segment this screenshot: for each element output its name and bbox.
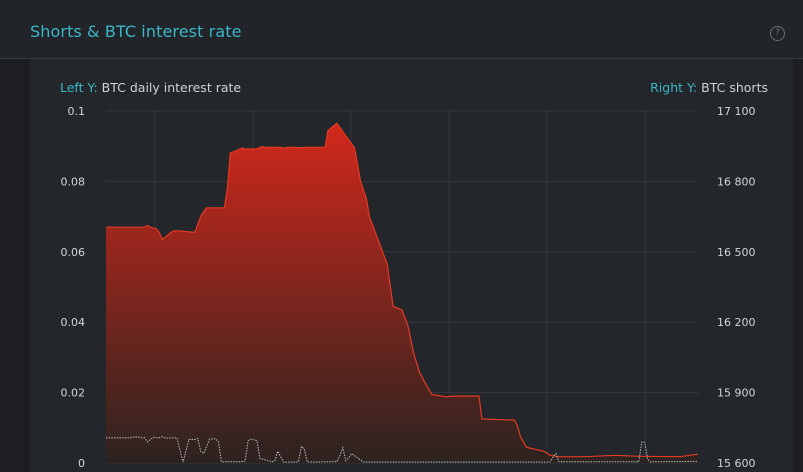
chart-title: Shorts & BTC interest rate: [30, 22, 242, 41]
left-tick-label: 0.1: [68, 105, 86, 118]
left-tick-label: 0: [78, 457, 85, 470]
left-axis-label: BTC daily interest rate: [101, 80, 242, 95]
right-axis-label: BTC shorts: [701, 80, 768, 95]
interest-rate-line: [106, 122, 699, 458]
left-tick-label: 0.06: [61, 246, 86, 259]
right-tick-label: 15 600: [717, 457, 756, 470]
left-tick-label: 0.08: [61, 175, 86, 188]
help-icon[interactable]: ?: [770, 26, 785, 41]
right-axis-caption: Right Y: BTC shorts: [650, 80, 768, 95]
right-tick-label: 16 500: [717, 246, 756, 259]
left-axis-caption: Left Y: BTC daily interest rate: [60, 80, 241, 95]
right-tick-label: 16 800: [717, 175, 756, 188]
right-tick-label: 16 200: [717, 316, 756, 329]
left-axis-key: Left Y:: [60, 80, 98, 95]
interest-rate-area: [106, 123, 698, 464]
right-axis-key: Right Y:: [650, 80, 698, 95]
left-tick-label: 0.02: [61, 387, 86, 400]
btc-shorts-line: [106, 436, 699, 463]
right-tick-label: 17 100: [717, 105, 756, 118]
left-tick-label: 0.04: [61, 316, 86, 329]
right-tick-label: 15 900: [717, 387, 756, 400]
chart-header: Shorts & BTC interest rate ?: [0, 0, 803, 59]
